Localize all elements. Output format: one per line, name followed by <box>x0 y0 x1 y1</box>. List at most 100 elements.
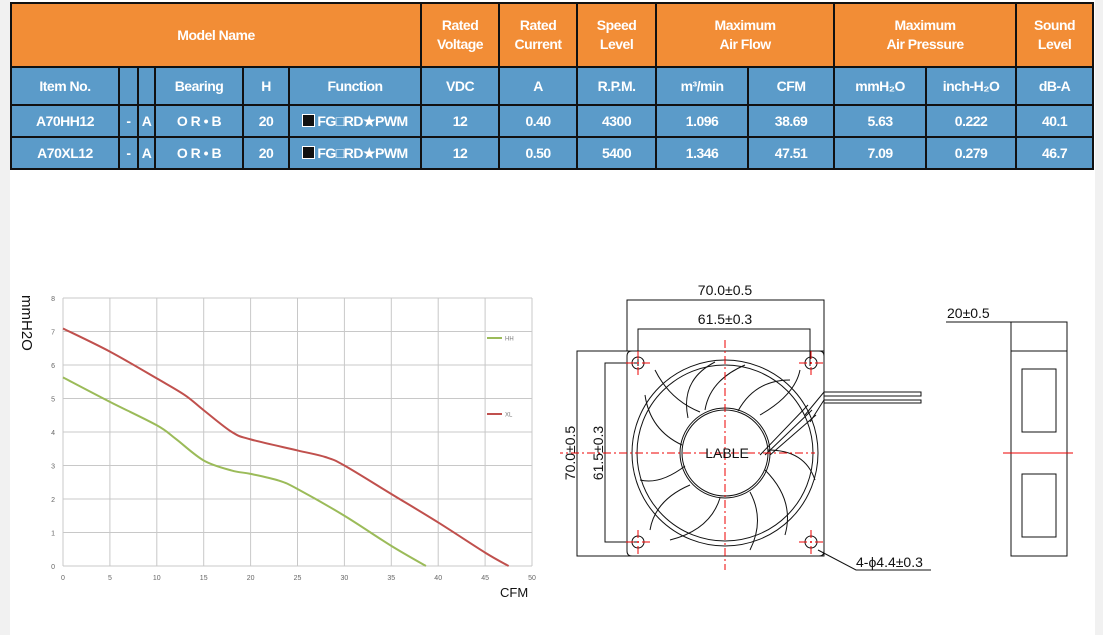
unit-inch: inch-H₂O <box>925 66 1018 106</box>
cell-mmh2o: 5.63 <box>833 104 928 138</box>
dimension-lines <box>577 299 825 543</box>
x-tick-label: 40 <box>434 575 442 582</box>
scrollbar-track[interactable] <box>1095 0 1103 635</box>
cell-item: A70XL12 <box>10 136 120 170</box>
centerlines <box>560 340 823 570</box>
unit-item: Item No. <box>10 66 120 106</box>
x-tick-label: 20 <box>247 575 255 582</box>
chart-series <box>62 327 510 567</box>
x-tick-label: 5 <box>108 575 112 582</box>
checkbox-filled-icon <box>302 113 316 127</box>
x-axis-label: CFM <box>500 585 528 600</box>
x-tick-label: 25 <box>294 575 302 582</box>
cell-cfm: 47.51 <box>747 136 836 170</box>
header-rated-current: Rated Current <box>498 2 579 68</box>
x-tick-label: 45 <box>481 575 489 582</box>
width-holes-dimension: 61.5±0.3 <box>698 311 753 327</box>
cell-inch: 0.222 <box>925 104 1018 138</box>
y-tick-label: 6 <box>51 363 55 370</box>
y-tick-label: 7 <box>51 330 55 337</box>
cell-db: 46.7 <box>1015 136 1095 170</box>
cell-a: A <box>137 104 156 138</box>
cell-function: FG□RD★PWM <box>287 104 423 138</box>
unit-cfm: CFM <box>747 66 836 106</box>
chart-grid <box>62 297 533 567</box>
fan-dimension-drawing: 70.0±0.5 61.5±0.3 70.0±0.5 61.5±0.3 LABL… <box>560 282 1073 571</box>
cell-h: 20 <box>242 104 290 138</box>
series-line-xl <box>62 327 510 567</box>
cell-a: A <box>137 136 156 170</box>
cell-cfm: 38.69 <box>747 104 836 138</box>
header-model-name: Model Name <box>9 2 423 68</box>
cell-rpm: 4300 <box>576 104 658 138</box>
unit-h: H <box>242 66 290 106</box>
x-tick-label: 15 <box>200 575 208 582</box>
x-tick-label: 10 <box>153 575 161 582</box>
thickness-dimension: 20±0.5 <box>947 305 990 321</box>
cell-db: 40.1 <box>1015 104 1095 138</box>
function-text: FG□RD★PWM <box>317 112 408 129</box>
y-tick-label: 4 <box>51 430 55 437</box>
table-row: A70XL12 - A O R • B 20 FG□RD★PWM 12 0.50… <box>10 136 1095 170</box>
unit-db: dB-A <box>1015 66 1095 106</box>
cell-rpm: 5400 <box>576 136 658 170</box>
series-line-hh <box>62 376 427 567</box>
header-rated-voltage: Rated Voltage <box>420 2 501 68</box>
header-max-air-flow: Maximum Air Flow <box>655 2 836 68</box>
cell-m3: 1.096 <box>655 104 750 138</box>
header-row: Model Name Rated Voltage Rated Current S… <box>9 2 1095 68</box>
cell-item: A70HH12 <box>10 104 120 138</box>
hole-leader-line <box>817 549 931 571</box>
y-tick-label: 5 <box>51 397 55 404</box>
unit-m3: m³/min <box>655 66 750 106</box>
y-axis-label: mmH2O <box>18 295 35 351</box>
unit-rpm: R.P.M. <box>576 66 658 106</box>
x-tick-label: 0 <box>61 575 65 582</box>
x-tick-label: 50 <box>528 575 536 582</box>
x-tick-label: 30 <box>341 575 349 582</box>
y-tick-label: 3 <box>51 464 55 471</box>
width-outer-dimension: 70.0±0.5 <box>698 282 753 298</box>
unit-blank <box>137 66 156 106</box>
legend-label-xl: XL <box>505 413 513 419</box>
cell-dash: - <box>118 136 139 170</box>
y-tick-label: 2 <box>51 497 55 504</box>
left-margin <box>0 0 10 635</box>
hole-dimension: 4-ϕ4.4±0.3 <box>856 554 923 570</box>
chart-legend: HH XL <box>487 337 514 419</box>
cell-vdc: 12 <box>420 136 501 170</box>
header-speed-level: Speed Level <box>576 2 658 68</box>
legend-label-hh: HH <box>505 337 514 343</box>
header-max-air-pressure: Maximum Air Pressure <box>833 2 1018 68</box>
y-tick-label: 1 <box>51 531 55 538</box>
cell-bearing: O R • B <box>154 104 244 138</box>
cell-m3: 1.346 <box>655 136 750 170</box>
table-row: A70HH12 - A O R • B 20 FG□RD★PWM 12 0.40… <box>10 104 1095 138</box>
header-sound-level: Sound Level <box>1015 2 1095 68</box>
height-outer-dimension: 70.0±0.5 <box>562 426 578 481</box>
cell-inch: 0.279 <box>925 136 1018 170</box>
y-tick-label: 0 <box>51 564 55 571</box>
unit-blank <box>118 66 139 106</box>
cell-bearing: O R • B <box>154 136 244 170</box>
x-tick-label: 35 <box>387 575 395 582</box>
y-tick-label: 8 <box>51 296 55 303</box>
unit-mmh2o: mmH₂O <box>833 66 928 106</box>
cell-dash: - <box>118 104 139 138</box>
units-row: Item No. Bearing H Function VDC A R.P.M.… <box>10 66 1095 106</box>
cell-function: FG□RD★PWM <box>287 136 423 170</box>
unit-vdc: VDC <box>420 66 501 106</box>
checkbox-filled-icon <box>302 145 316 159</box>
cell-mmh2o: 7.09 <box>833 136 928 170</box>
unit-function: Function <box>287 66 423 106</box>
cell-h: 20 <box>242 136 290 170</box>
fan-side-view <box>946 321 1068 557</box>
wires <box>759 391 922 456</box>
fan-blades <box>639 361 816 551</box>
spec-table: Model Name Rated Voltage Rated Current S… <box>9 2 1095 170</box>
unit-amp: A <box>498 66 579 106</box>
unit-bearing: Bearing <box>154 66 244 106</box>
label-area-text: LABLE <box>705 445 749 461</box>
